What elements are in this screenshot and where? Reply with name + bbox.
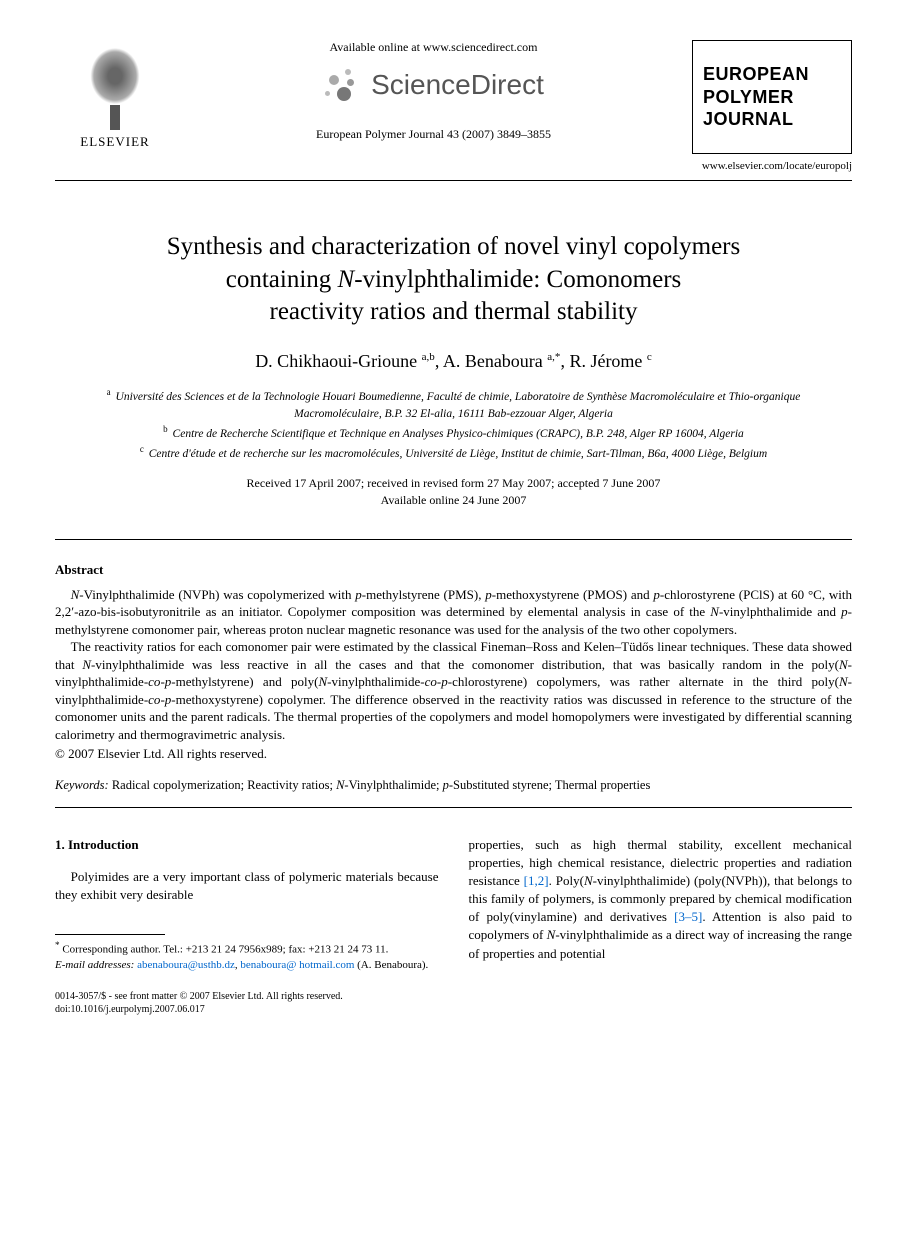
- keywords: Keywords: Radical copolymerization; Reac…: [55, 778, 852, 793]
- author: D. Chikhaoui-Grioune: [255, 351, 417, 371]
- affil-sup: a: [107, 387, 111, 397]
- abstract-heading: Abstract: [55, 562, 852, 578]
- footnote-marker: *: [55, 940, 60, 950]
- title-line: containing N-vinylphthalimide: Comonomer…: [226, 266, 682, 293]
- affil-sup: c: [140, 444, 144, 454]
- citation-link[interactable]: [1,2]: [524, 873, 549, 888]
- journal-reference: European Polymer Journal 43 (2007) 3849–…: [195, 127, 672, 142]
- footnote-text: Corresponding author. Tel.: +213 21 24 7…: [62, 944, 388, 956]
- column-right: properties, such as high thermal stabili…: [469, 836, 853, 974]
- body-paragraph: Polyimides are a very important class of…: [55, 868, 439, 904]
- affiliations: a Université des Sciences et de la Techn…: [55, 386, 852, 463]
- keywords-label: Keywords:: [55, 778, 109, 792]
- dates-line: Received 17 April 2007; received in revi…: [247, 476, 661, 490]
- journal-title-box: EUROPEAN POLYMER JOURNAL: [692, 40, 852, 154]
- journal-url: www.elsevier.com/locate/europolj: [692, 160, 852, 172]
- affil-text: Université des Sciences et de la Technol…: [116, 390, 801, 419]
- email-label: E-mail addresses:: [55, 959, 134, 971]
- author: A. Benaboura: [443, 351, 543, 371]
- footer-line: 0014-3057/$ - see front matter © 2007 El…: [55, 991, 343, 1002]
- page-footer: 0014-3057/$ - see front matter © 2007 El…: [55, 990, 852, 1017]
- affil-sup: b: [163, 424, 168, 434]
- page: ELSEVIER Available online at www.science…: [0, 0, 907, 1057]
- header-center: Available online at www.sciencedirect.co…: [175, 40, 692, 142]
- body-paragraph: properties, such as high thermal stabili…: [469, 836, 853, 963]
- author-sup: a,b: [422, 351, 435, 363]
- column-left: 1. Introduction Polyimides are a very im…: [55, 836, 439, 974]
- journal-box-line: EUROPEAN: [703, 63, 841, 86]
- elsevier-logo-block: ELSEVIER: [55, 40, 175, 150]
- author-sup: a,*: [547, 351, 560, 363]
- footer-line: doi:10.1016/j.eurpolymj.2007.06.017: [55, 1004, 205, 1015]
- sciencedirect-dots-icon: [323, 65, 363, 105]
- title-line: reactivity ratios and thermal stability: [270, 298, 638, 325]
- header: ELSEVIER Available online at www.science…: [55, 40, 852, 181]
- affil-text: Centre d'étude et de recherche sur les m…: [149, 448, 767, 460]
- journal-box-line: JOURNAL: [703, 108, 841, 131]
- header-right: EUROPEAN POLYMER JOURNAL www.elsevier.co…: [692, 40, 852, 172]
- citation-link[interactable]: [3–5]: [674, 909, 702, 924]
- elsevier-tree-icon: [75, 40, 155, 130]
- elsevier-label: ELSEVIER: [55, 134, 175, 150]
- dates-line: Available online 24 June 2007: [381, 493, 527, 507]
- title-line: Synthesis and characterization of novel …: [167, 233, 740, 260]
- article-dates: Received 17 April 2007; received in revi…: [55, 475, 852, 509]
- email-link[interactable]: benaboura@ hotmail.com: [240, 959, 354, 971]
- body-two-column: 1. Introduction Polyimides are a very im…: [55, 836, 852, 974]
- footnote-rule: [55, 934, 165, 935]
- abstract-paragraph: The reactivity ratios for each comonomer…: [55, 638, 852, 743]
- horizontal-rule: [55, 539, 852, 540]
- author-sup: c: [647, 351, 652, 363]
- sciencedirect-logo: ScienceDirect: [195, 65, 672, 105]
- footnote-tail: (A. Benaboura).: [354, 959, 428, 971]
- sciencedirect-text: ScienceDirect: [371, 69, 544, 101]
- abstract-paragraph: N-Vinylphthalimide (NVPh) was copolymeri…: [55, 586, 852, 639]
- journal-box-line: POLYMER: [703, 86, 841, 109]
- horizontal-rule: [55, 807, 852, 808]
- section-heading: 1. Introduction: [55, 836, 439, 854]
- copyright-line: © 2007 Elsevier Ltd. All rights reserved…: [55, 746, 852, 762]
- keywords-text: Radical copolymerization; Reactivity rat…: [109, 778, 651, 792]
- available-online-text: Available online at www.sciencedirect.co…: [195, 40, 672, 55]
- corresponding-author-footnote: * Corresponding author. Tel.: +213 21 24…: [55, 939, 439, 973]
- email-link[interactable]: abenaboura@usthb.dz: [137, 959, 235, 971]
- author: R. Jérome: [569, 351, 642, 371]
- authors: D. Chikhaoui-Grioune a,b, A. Benaboura a…: [55, 351, 852, 372]
- article-title: Synthesis and characterization of novel …: [55, 231, 852, 329]
- affil-text: Centre de Recherche Scientifique et Tech…: [173, 428, 744, 440]
